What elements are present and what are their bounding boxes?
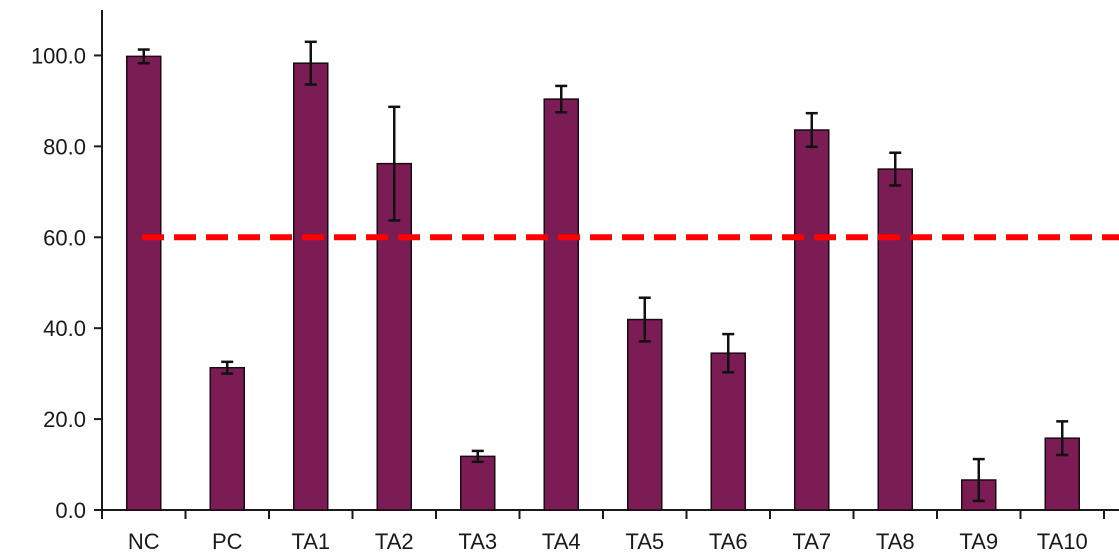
y-tick-label: 60.0	[43, 225, 86, 250]
x-tick-label: TA10	[1037, 529, 1088, 554]
error-bar-ta3	[471, 449, 484, 464]
error-bar-ta10	[1056, 420, 1069, 457]
x-tick-label: TA5	[625, 529, 664, 554]
x-axis: NC PC TA1 TA2 TA3 TA4 TA5 TA6 TA7 TA8 TA9 TA10	[101, 509, 1119, 554]
bar-ta7	[794, 129, 830, 511]
y-tick-label: 40.0	[43, 316, 86, 341]
y-tick-label: 80.0	[43, 134, 86, 159]
error-bar-ta9	[972, 457, 985, 503]
x-tick-label: TA8	[876, 529, 915, 554]
bar-ta4	[543, 98, 579, 511]
x-tick-label: TA1	[291, 529, 330, 554]
x-tick-label: PC	[212, 529, 243, 554]
error-bar-ta7	[805, 111, 818, 149]
y-tick-label: 0.0	[55, 498, 86, 523]
error-bar-ta8	[889, 151, 902, 187]
x-tick-label: TA4	[542, 529, 581, 554]
error-bar-ta1	[304, 40, 317, 86]
bar-ta1	[293, 62, 329, 511]
error-bars	[137, 40, 1069, 503]
bar-nc	[126, 55, 162, 511]
bar-pc	[209, 366, 245, 511]
y-tick-label: 20.0	[43, 407, 86, 432]
error-bar-ta2	[388, 105, 401, 222]
bars	[126, 55, 1080, 511]
error-bar-pc	[221, 360, 234, 375]
y-tick-label: 100.0	[31, 43, 86, 68]
x-tick-label: NC	[128, 529, 160, 554]
y-axis: 0.0 20.0 40.0 60.0 80.0 100.0	[31, 10, 103, 523]
error-bar-ta6	[722, 332, 735, 374]
x-tick-label: TA9	[959, 529, 998, 554]
x-tick-label: TA2	[375, 529, 414, 554]
error-bar-ta4	[555, 84, 568, 114]
bar-ta3	[460, 455, 496, 511]
error-bar-ta5	[638, 296, 651, 343]
x-tick-label: TA3	[458, 529, 497, 554]
x-tick-label: TA7	[792, 529, 831, 554]
bar-ta5	[627, 318, 663, 511]
error-bar-nc	[137, 48, 150, 65]
bar-ta8	[877, 168, 913, 511]
x-tick-label: TA6	[709, 529, 748, 554]
bar-ta6	[710, 352, 746, 511]
